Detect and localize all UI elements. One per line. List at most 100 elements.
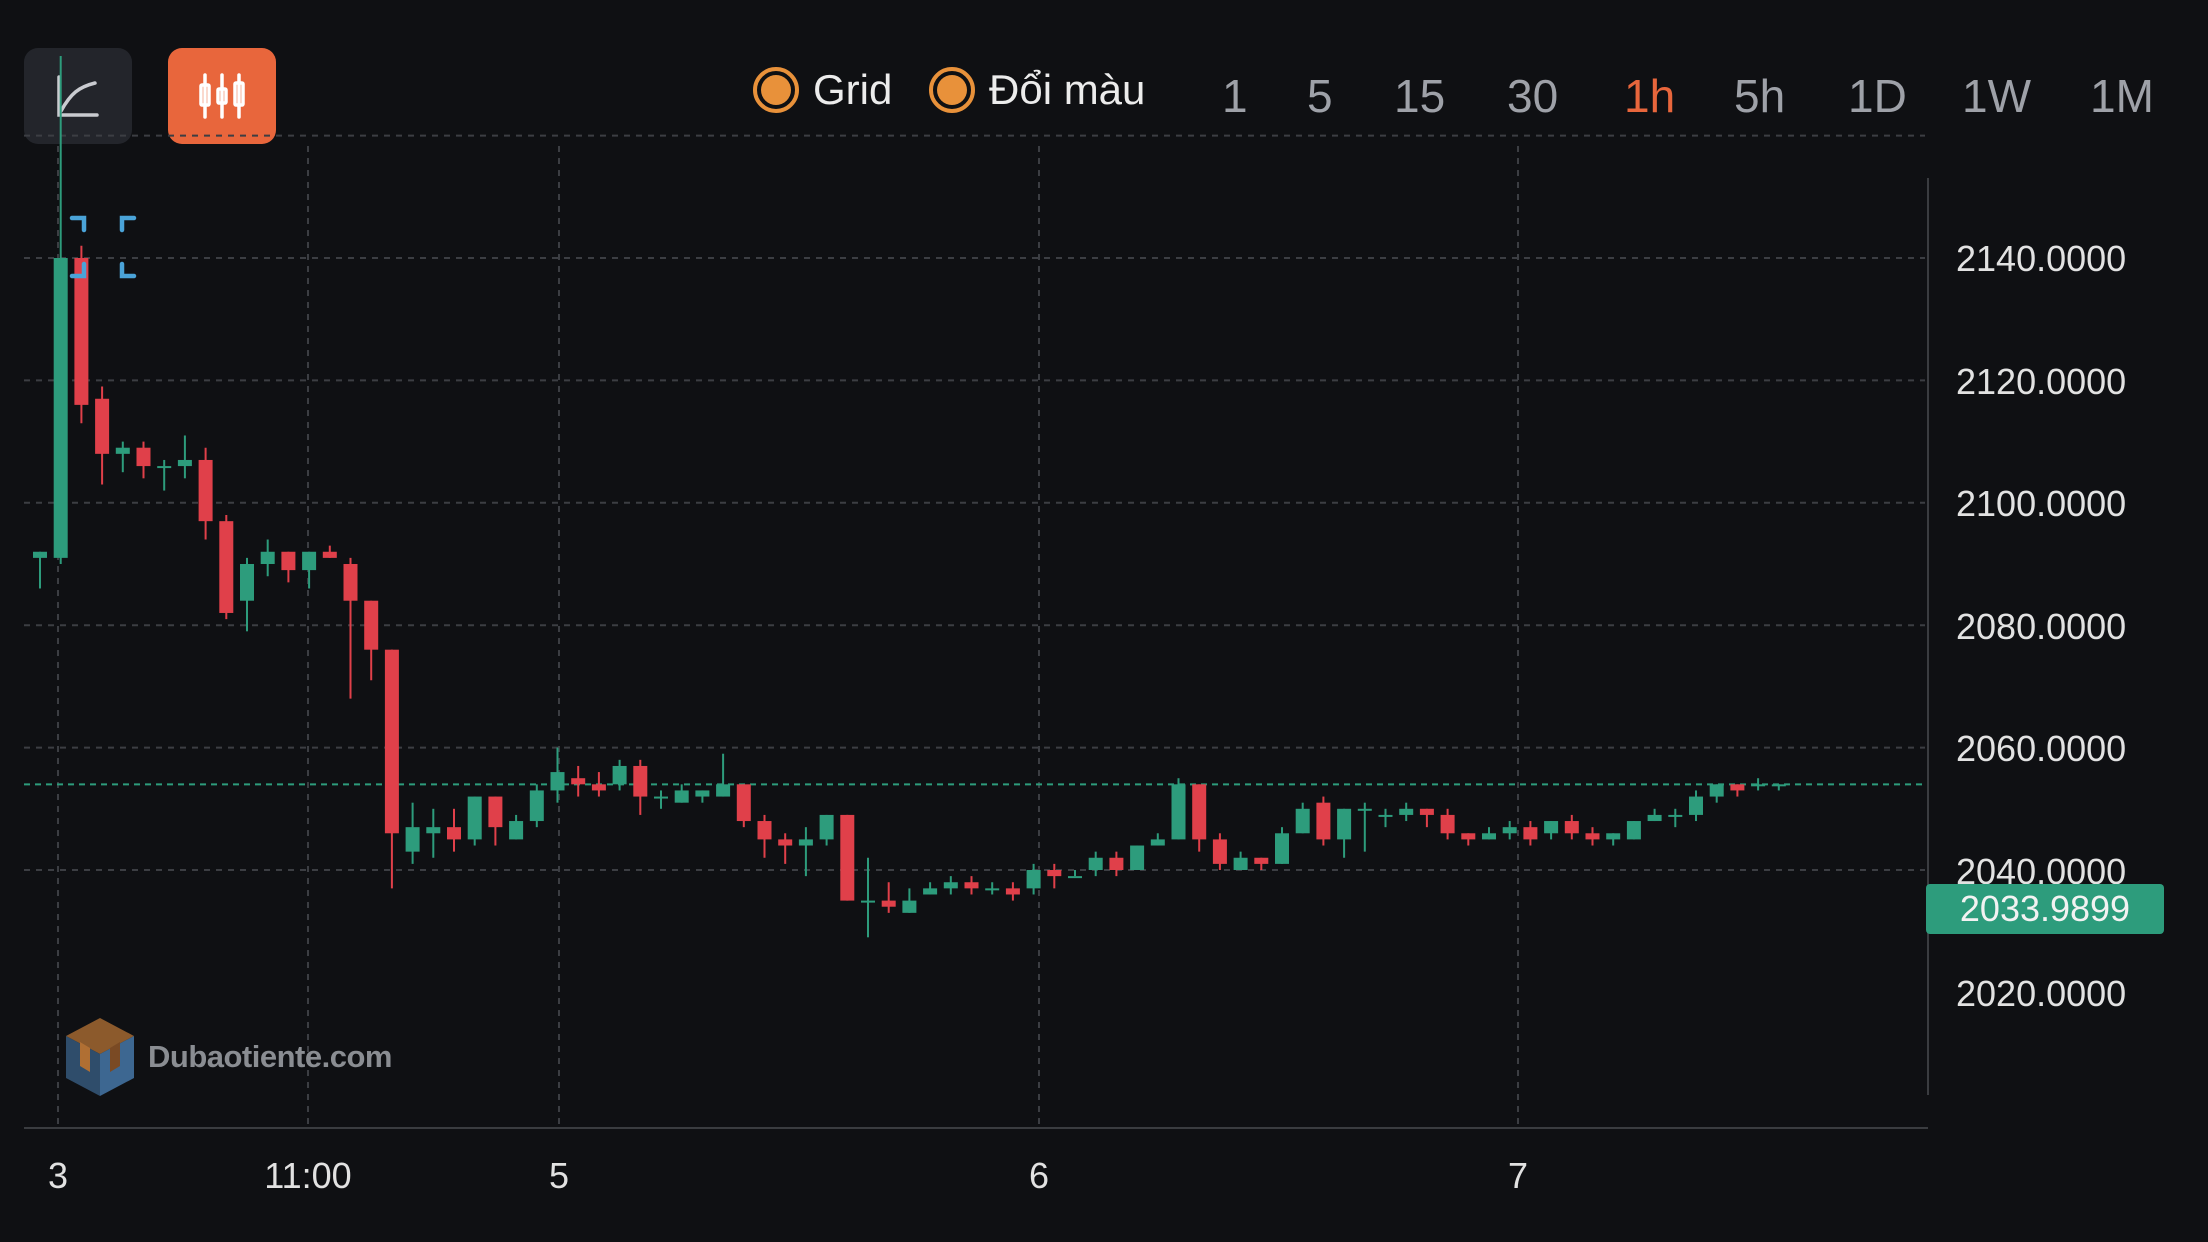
candle-body — [633, 765, 648, 797]
candlestick-icon — [199, 73, 245, 119]
candle-body — [1626, 821, 1641, 840]
y-tick-label: 2080.0000 — [1956, 606, 2127, 647]
candle-body — [1544, 821, 1559, 834]
candle-body — [902, 900, 917, 913]
candle-body — [923, 888, 938, 895]
last-price-badge: 2033.9899 — [1926, 884, 2164, 934]
candle-body — [33, 551, 47, 558]
y-tick-label: 2120.0000 — [1956, 361, 2127, 402]
candle-body — [1419, 808, 1434, 815]
candle-body — [1233, 857, 1248, 870]
timeframe-1[interactable]: 1 — [1222, 70, 1248, 122]
candle-body — [1357, 808, 1372, 811]
candle-body — [778, 839, 793, 846]
candle-body — [467, 796, 482, 840]
candle-body — [1068, 876, 1082, 879]
candle-body — [1005, 888, 1020, 895]
candle-body — [1212, 839, 1227, 864]
candle-body — [1730, 784, 1745, 791]
candle-body — [550, 772, 565, 791]
candle-body — [881, 900, 896, 907]
grid-radio-icon — [753, 67, 799, 113]
candle-body — [1647, 814, 1662, 822]
candle-body — [654, 796, 668, 799]
candle-body — [488, 796, 503, 828]
timeframe-1w[interactable]: 1W — [1962, 70, 2031, 122]
timeframe-5h[interactable]: 5h — [1734, 70, 1786, 122]
timeframe-5[interactable]: 5 — [1307, 70, 1333, 122]
candle-body — [695, 790, 710, 797]
candle-body — [571, 778, 586, 785]
candle-body — [1254, 857, 1269, 864]
candle-body — [840, 814, 855, 901]
candle-body — [343, 564, 358, 601]
candle-body — [1150, 839, 1165, 846]
candle-body — [798, 839, 813, 846]
timeframe-1d[interactable]: 1D — [1848, 70, 1907, 122]
candle-body — [198, 459, 213, 522]
candle-body — [736, 784, 751, 822]
candle-body — [240, 564, 254, 601]
candle-body — [1689, 796, 1703, 815]
candle-body — [260, 551, 275, 564]
candle-body — [1109, 857, 1124, 870]
candle-body — [612, 765, 627, 785]
timeframe-1m[interactable]: 1M — [2090, 70, 2154, 122]
timeframe-1h[interactable]: 1h — [1624, 70, 1676, 122]
candle-body — [136, 447, 151, 467]
line-chart-button[interactable] — [24, 48, 132, 144]
candle-body — [861, 900, 875, 903]
candlestick-button[interactable] — [168, 48, 276, 144]
candle-body — [529, 790, 544, 822]
candle-body — [1171, 784, 1186, 840]
color-toggle[interactable]: Đổi màu — [929, 66, 1145, 114]
candle-body — [1378, 814, 1393, 817]
candle-body — [1668, 814, 1683, 817]
candle-body — [1564, 821, 1579, 834]
collapse-icon — [69, 215, 137, 279]
candle-body — [1440, 814, 1455, 834]
candle-body — [985, 888, 1000, 891]
timeframe-30[interactable]: 30 — [1507, 70, 1559, 122]
line-chart-icon — [57, 75, 99, 117]
candle-body — [1709, 784, 1724, 797]
x-tick-label: 7 — [1507, 1155, 1529, 1196]
candle-body — [1192, 784, 1207, 840]
candle-body — [1026, 870, 1041, 889]
candle-body — [447, 827, 461, 840]
logo-cube-icon — [66, 1018, 134, 1096]
candle-body — [1771, 784, 1786, 787]
candle-body — [509, 821, 524, 840]
candle-body — [819, 814, 834, 840]
watermark-text: Dubaotiente.com — [148, 1039, 392, 1074]
candle-body — [426, 827, 441, 834]
timeframe-15[interactable]: 15 — [1394, 70, 1446, 122]
candle-body — [1047, 870, 1062, 877]
candle-body — [1399, 808, 1414, 815]
candle-body — [943, 882, 958, 889]
collapse-button[interactable] — [62, 206, 144, 288]
candle-body — [757, 821, 772, 840]
candle-body — [1482, 833, 1496, 840]
color-radio-icon — [929, 67, 975, 113]
candle-body — [716, 784, 731, 797]
candle-body — [1295, 808, 1310, 834]
candle-body — [674, 790, 689, 803]
candle-body — [364, 600, 379, 650]
candle-body — [1088, 857, 1103, 870]
candle-body — [1585, 833, 1600, 840]
watermark-logo: Dubaotiente.com — [60, 1012, 392, 1102]
grid-toggle-label: Grid — [813, 66, 893, 113]
candle-body — [302, 551, 317, 571]
candle-body — [95, 398, 110, 454]
candle-body — [281, 551, 296, 571]
candle-body — [405, 827, 420, 852]
x-tick-label: 6 — [1028, 1155, 1050, 1196]
candle-body — [591, 784, 606, 791]
x-tick-label: 11:00 — [264, 1155, 352, 1196]
candle-body — [1275, 833, 1289, 864]
grid-toggle[interactable]: Grid — [753, 66, 892, 114]
color-toggle-label: Đổi màu — [989, 66, 1146, 113]
candle-body — [1461, 833, 1476, 840]
